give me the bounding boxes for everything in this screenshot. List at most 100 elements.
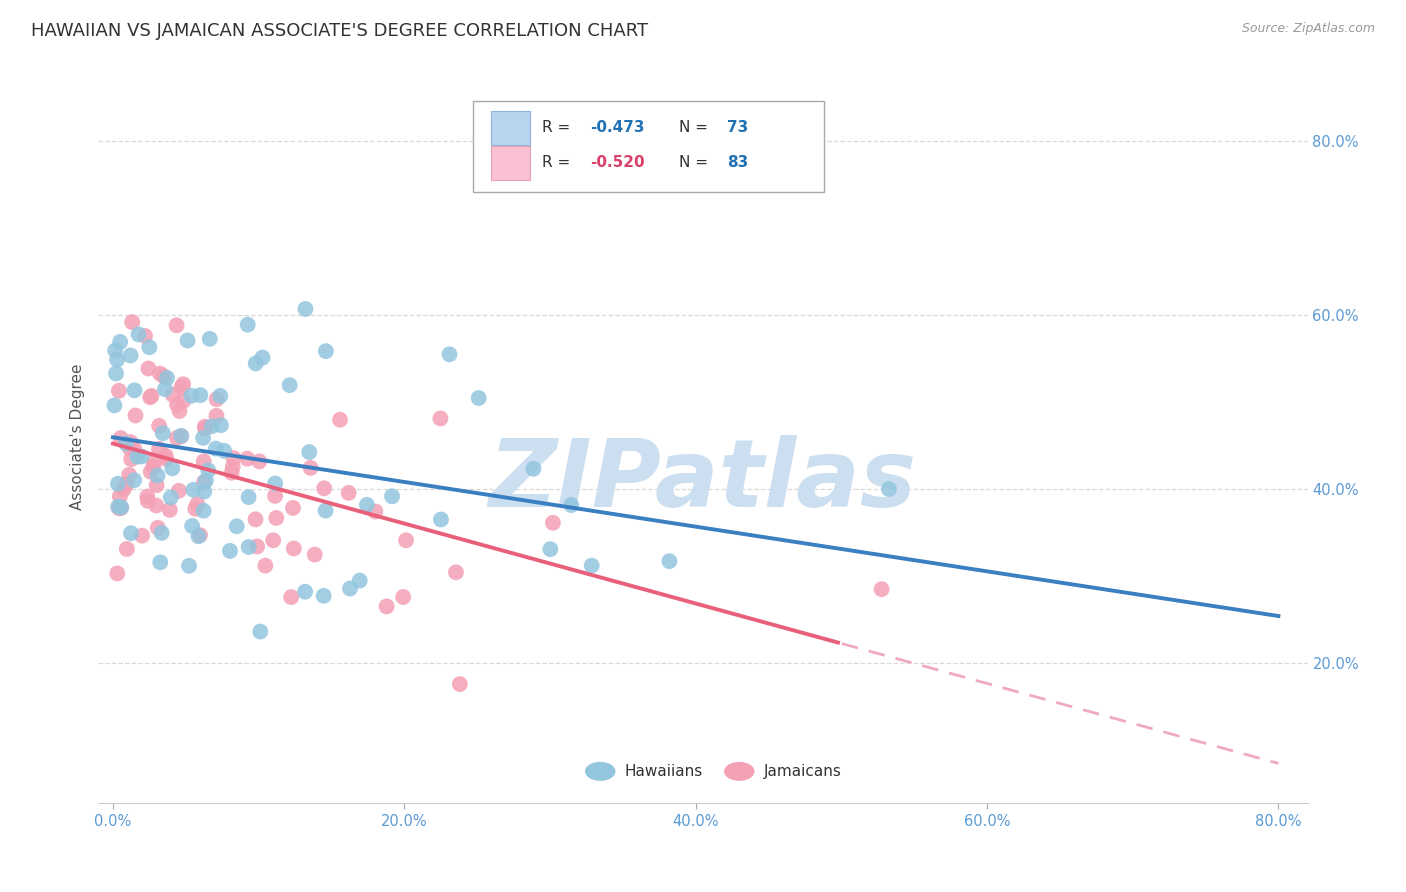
Point [280,590,302,604]
Point [136,490,159,504]
Point [120,526,142,541]
Point [205,442,228,456]
Point [266,511,288,525]
FancyBboxPatch shape [492,111,530,145]
Point [193,475,215,490]
Point [155,449,177,463]
Point [194,421,217,435]
Point [177,558,200,573]
Point [304,548,326,562]
Point [222,459,245,474]
Point [120,452,142,467]
Point [108,501,131,516]
Point [262,533,284,548]
Point [172,377,194,392]
Point [186,497,208,511]
Point [245,512,267,526]
Point [236,318,259,332]
Point [264,476,287,491]
Point [193,454,215,468]
Point [209,389,232,403]
Point [184,501,207,516]
Point [152,369,174,384]
Point [166,318,188,333]
Text: HAWAIIAN VS JAMAICAN ASSOCIATE'S DEGREE CORRELATION CHART: HAWAIIAN VS JAMAICAN ASSOCIATE'S DEGREE … [31,22,648,40]
Point [108,384,131,398]
Point [136,493,159,508]
Point [105,367,128,381]
Point [312,589,335,603]
Point [107,476,129,491]
Point [159,491,181,505]
Point [108,334,131,349]
Point [124,442,146,457]
Point [298,445,321,459]
Point [238,540,260,554]
Point [356,498,378,512]
Point [124,384,146,398]
Point [198,332,221,346]
Point [146,521,169,535]
Point [364,504,387,518]
Point [121,315,143,329]
Point [538,542,561,557]
Y-axis label: Associate's Degree: Associate's Degree [70,364,86,510]
Text: ZIPatlas: ZIPatlas [489,435,917,527]
Point [252,351,274,365]
FancyBboxPatch shape [474,101,824,192]
Point [283,541,305,556]
Point [108,490,131,504]
Point [131,450,153,464]
Point [166,431,188,445]
Point [114,436,136,450]
Circle shape [724,763,754,780]
Point [449,677,471,691]
Point [107,500,129,514]
Point [172,393,194,408]
Point [138,340,160,354]
Point [112,483,135,497]
Point [205,409,228,423]
Text: Source: ZipAtlas.com: Source: ZipAtlas.com [1241,22,1375,36]
Point [167,483,190,498]
FancyBboxPatch shape [492,146,530,179]
Point [219,544,242,558]
Point [187,529,209,543]
Point [439,347,461,361]
Point [138,361,160,376]
Text: -0.520: -0.520 [591,155,645,170]
Text: 83: 83 [727,155,748,170]
Point [115,477,138,491]
Point [188,528,211,542]
Point [205,392,228,407]
Point [139,465,162,479]
Circle shape [586,763,614,780]
Point [209,418,232,433]
Text: Hawaiians: Hawaiians [624,764,703,779]
Point [221,466,243,480]
Point [118,442,141,456]
Point [104,343,127,358]
Point [225,519,247,533]
Point [395,533,418,548]
Point [131,529,153,543]
Point [236,451,259,466]
Point [118,467,141,482]
Point [190,388,212,402]
Point [658,554,681,568]
Point [339,582,361,596]
Point [329,413,352,427]
Point [155,451,177,466]
Point [150,525,173,540]
Point [148,442,170,456]
Point [146,468,169,483]
Point [467,391,489,405]
Point [122,473,145,487]
Point [159,503,181,517]
Text: R =: R = [543,120,575,136]
Point [375,599,398,614]
Text: 73: 73 [727,120,748,136]
Point [149,367,172,381]
Point [193,504,215,518]
Point [315,344,337,359]
